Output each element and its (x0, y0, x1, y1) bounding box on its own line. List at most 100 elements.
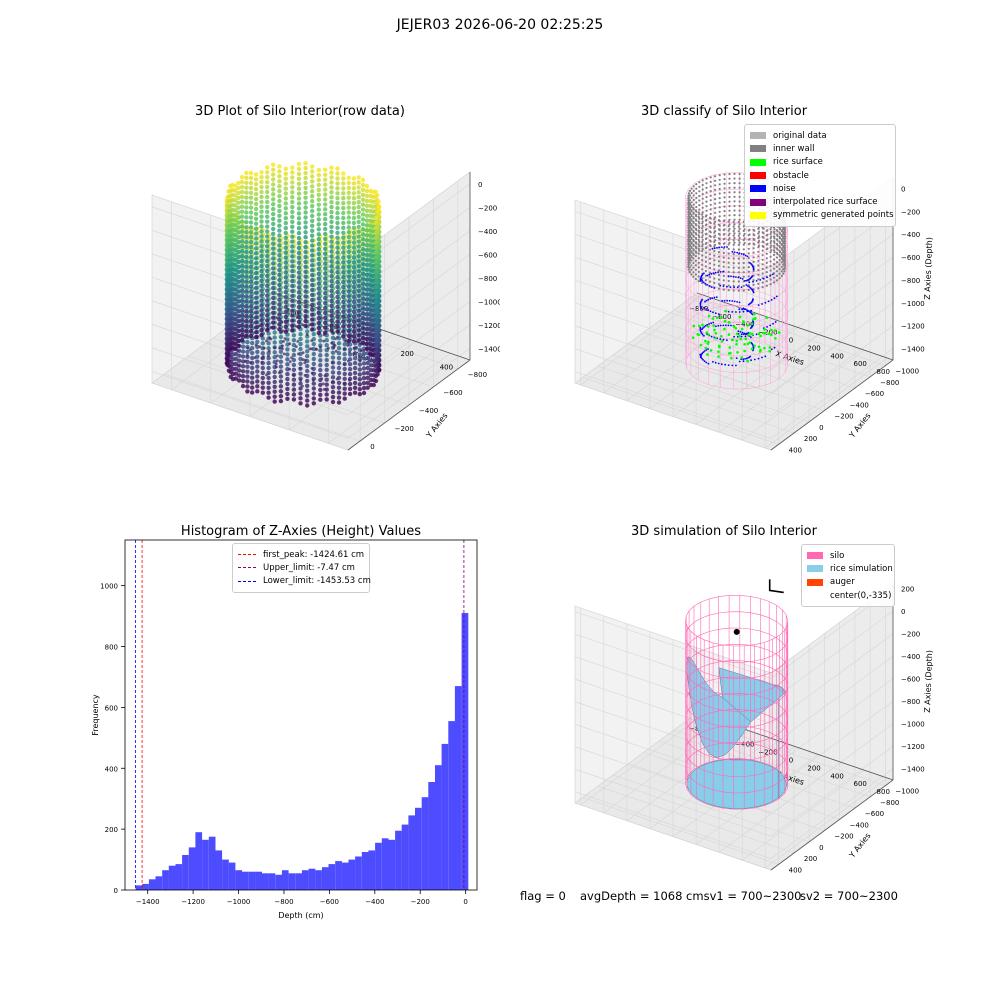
raw-point (351, 230, 357, 235)
inner-wall-point (727, 266, 730, 269)
silo-ring (685, 692, 789, 745)
inner-wall-point (728, 227, 731, 231)
raw-point (341, 186, 346, 191)
raw-point (232, 222, 238, 228)
inner-wall-point (757, 237, 760, 240)
inner-wall-point (727, 247, 730, 251)
raw-floor-point (322, 339, 326, 343)
raw-point (226, 352, 231, 357)
raw-point (266, 331, 271, 336)
inner-wall-point (705, 223, 708, 226)
avg-depth-text: avgDepth = 1068 cmsv1 = 700~2300 (580, 889, 802, 903)
raw-point (265, 199, 270, 205)
inner-wall-point (687, 256, 690, 259)
raw-point (336, 380, 342, 385)
noise-point (770, 348, 773, 351)
inner-wall-point (705, 205, 708, 208)
inner-wall-point (713, 268, 716, 271)
inner-wall-point (692, 275, 695, 278)
raw-floor-point (254, 343, 258, 347)
noise-point (747, 310, 750, 312)
noise-point (700, 332, 703, 335)
noise-point (732, 275, 735, 278)
raw-point (277, 253, 282, 258)
grid-line (580, 294, 703, 386)
grid-line (742, 349, 865, 441)
raw-point (305, 378, 310, 384)
x-tick-label: −200 (758, 329, 777, 337)
raw-point (356, 190, 361, 195)
raw-point (323, 330, 328, 335)
legend-item: first_peak: -1424.61 cm (238, 548, 364, 561)
legend-swatch (750, 185, 766, 193)
raw-point (310, 297, 315, 303)
noise-point (706, 274, 709, 277)
noise-point (703, 306, 706, 309)
raw-point (341, 334, 346, 339)
inner-wall-point (778, 240, 781, 243)
raw-point (248, 239, 254, 245)
grid-line (770, 700, 894, 792)
inner-wall-point (738, 241, 741, 244)
raw-point (330, 355, 336, 360)
raw-floor-point (301, 384, 304, 388)
histogram-bar (255, 871, 262, 890)
inner-wall-point (692, 271, 695, 274)
inner-wall-point (737, 230, 740, 233)
noise-point (772, 322, 774, 325)
raw-point (351, 186, 357, 191)
raw-point (296, 280, 302, 285)
raw-point (236, 304, 241, 309)
raw-point (335, 230, 340, 235)
raw-point (272, 374, 277, 380)
raw-point (373, 289, 379, 295)
inner-wall-point (717, 255, 721, 258)
inner-wall-point (733, 232, 736, 235)
raw-point (323, 212, 328, 217)
raw-floor-point (332, 346, 336, 349)
inner-wall-point (698, 226, 701, 229)
y-tick-label: −400 (419, 407, 438, 415)
inner-wall-point (747, 252, 750, 255)
inner-wall-point (690, 233, 693, 236)
raw-point (259, 204, 264, 209)
raw-point (351, 196, 357, 201)
raw-point (296, 171, 302, 177)
raw-point (356, 283, 361, 289)
y-tick-label: −600 (443, 389, 462, 397)
raw-point (364, 331, 370, 337)
raw-point (323, 266, 328, 271)
histogram-bar (308, 868, 316, 890)
raw-point (236, 200, 241, 205)
raw-point (356, 278, 361, 284)
rice-surface-point (707, 333, 710, 336)
raw-floor-point (298, 367, 302, 370)
noise-point (750, 263, 752, 265)
inner-wall-point (742, 248, 745, 251)
raw-point (342, 356, 347, 362)
raw-point (285, 391, 290, 397)
raw-point (253, 300, 259, 305)
raw-point (373, 240, 379, 245)
raw-point (351, 240, 357, 245)
inner-wall-point (687, 251, 690, 254)
raw-point (298, 341, 303, 347)
rice-surface-point (751, 322, 754, 326)
noise-point (749, 311, 751, 313)
raw-point (323, 167, 328, 172)
raw-point (265, 293, 270, 298)
raw-point (373, 275, 379, 280)
inner-wall-point (709, 217, 712, 220)
inner-wall-point (722, 256, 725, 259)
raw-point (335, 289, 340, 295)
raw-point (296, 181, 302, 186)
inner-wall-point (714, 230, 717, 233)
inner-wall-point (708, 248, 712, 251)
raw-point (356, 259, 361, 264)
z-tick-label: −1000 (901, 721, 925, 729)
raw-point (290, 199, 295, 205)
raw-point (360, 301, 366, 306)
raw-point (236, 195, 241, 200)
raw-point (283, 275, 288, 280)
raw-point (376, 205, 381, 210)
